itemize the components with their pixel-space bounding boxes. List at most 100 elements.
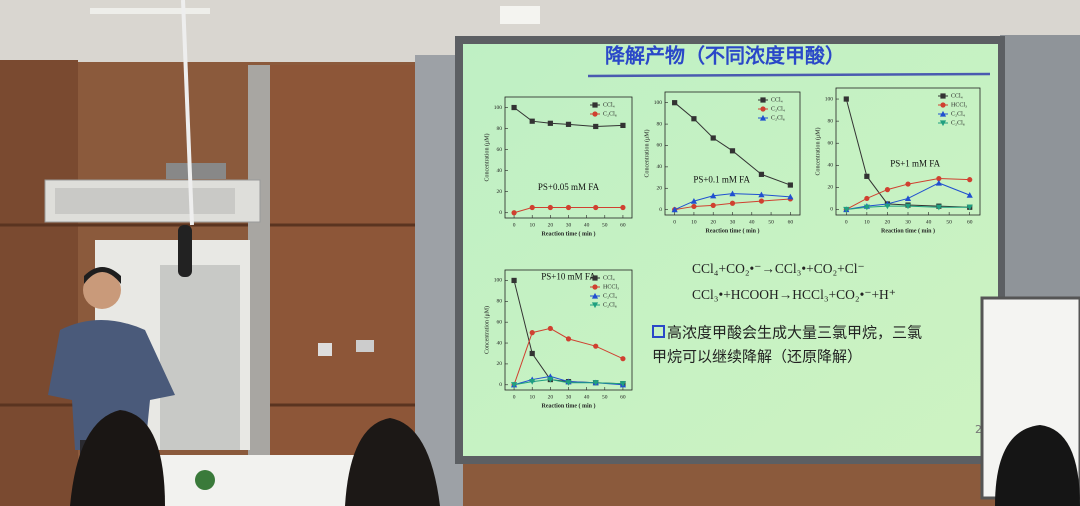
x-tick-label: 20	[710, 219, 716, 225]
series-line	[674, 193, 791, 211]
x-tick-label: 50	[602, 222, 608, 228]
data-point	[967, 177, 973, 183]
emblem	[195, 470, 215, 490]
y-tick-label: 0	[830, 207, 833, 213]
y-tick-label: 80	[828, 118, 834, 124]
series-line	[674, 198, 791, 211]
legend-marker	[591, 302, 599, 309]
x-tick-label: 20	[548, 222, 554, 228]
data-point	[565, 204, 572, 211]
data-point	[620, 204, 626, 211]
legend-marker	[940, 93, 946, 99]
x-axis-label: Reaction time ( min )	[542, 230, 596, 237]
data-point	[936, 175, 942, 182]
x-tick-label: 50	[946, 219, 952, 225]
data-point	[529, 118, 535, 124]
bullet-text: 高浓度甲酸会生成大量三氯甲烷，三氯	[667, 324, 922, 342]
display-sign	[166, 163, 226, 179]
data-point	[729, 200, 736, 206]
y-tick-label: 100	[825, 96, 834, 102]
legend-marker	[592, 111, 598, 117]
data-point	[593, 343, 599, 349]
x-tick-label: 20	[885, 219, 891, 225]
slide-title: 降解产物（不同浓度甲酸）	[605, 44, 845, 68]
x-tick-label: 30	[730, 219, 736, 225]
data-point	[904, 203, 912, 210]
data-point	[843, 206, 850, 213]
data-point	[729, 148, 736, 154]
y-tick-label: 100	[654, 100, 663, 106]
data-point	[547, 120, 553, 126]
data-point	[529, 379, 536, 385]
data-point	[547, 204, 553, 211]
lectern	[160, 455, 360, 506]
x-tick-label: 0	[513, 222, 516, 228]
x-axis-label: Reaction time ( min )	[706, 227, 760, 234]
title-rule	[587, 72, 991, 78]
legend-marker	[760, 97, 766, 103]
series-line	[845, 98, 970, 208]
data-point	[672, 100, 678, 106]
y-tick-label: 20	[828, 185, 834, 191]
x-axis-label: Reaction time ( min )	[542, 402, 596, 409]
x-tick-label: 0	[845, 219, 848, 225]
chart-annotation: PS+0.1 mM FA	[693, 175, 750, 185]
legend-marker	[940, 102, 946, 108]
presenter-head	[83, 271, 121, 309]
x-tick-label: 60	[620, 222, 626, 228]
data-point	[620, 122, 626, 129]
series-line	[846, 178, 970, 210]
legend-marker	[760, 106, 766, 112]
legend-marker	[939, 110, 947, 117]
data-point	[729, 190, 736, 197]
legend-label: C₂Cl₆	[771, 115, 785, 121]
data-point	[863, 204, 870, 211]
x-tick-label: 30	[905, 219, 911, 225]
chart-annotation: PS+1 mM FA	[890, 158, 940, 168]
data-point	[710, 202, 716, 208]
series-line	[513, 327, 624, 385]
data-point	[565, 380, 572, 386]
y-tick-label: 80	[497, 126, 503, 132]
series-line	[846, 205, 970, 210]
y-tick-label: 0	[499, 382, 502, 388]
audience-head	[345, 418, 440, 506]
x-tick-label: 10	[864, 219, 870, 225]
y-tick-label: 40	[828, 163, 834, 169]
y-tick-label: 40	[657, 164, 663, 170]
data-point	[966, 192, 973, 198]
equation: CCl₃•+HCOOH→HCCl₃+CO₂•⁻+H⁺	[692, 287, 896, 302]
data-point	[884, 203, 891, 210]
audience-head	[995, 425, 1080, 506]
x-tick-label: 60	[967, 219, 973, 225]
data-point	[690, 197, 698, 204]
x-tick-label: 60	[620, 394, 626, 400]
presenter-hair	[84, 267, 121, 284]
data-point	[593, 204, 599, 211]
data-point	[884, 187, 891, 193]
x-tick-label: 30	[566, 394, 572, 400]
air-conditioner-vent	[55, 188, 235, 214]
y-tick-label: 80	[657, 121, 663, 127]
legend-label: C₂Cl₆	[603, 302, 617, 308]
y-tick-label: 100	[494, 105, 503, 111]
series-line	[674, 102, 791, 186]
data-point	[529, 330, 535, 336]
y-tick-label: 0	[499, 210, 502, 216]
data-point	[710, 135, 716, 141]
legend-marker	[939, 120, 947, 127]
y-tick-label: 60	[657, 143, 663, 149]
x-tick-label: 30	[566, 222, 572, 228]
x-tick-label: 10	[529, 222, 535, 228]
y-axis-label: Concentration (μM)	[483, 133, 490, 181]
data-point	[904, 195, 912, 202]
data-point	[565, 336, 572, 342]
data-point	[511, 277, 517, 284]
legend-label: C₂Cl₄	[951, 111, 965, 117]
legend-label: CCl₄	[951, 93, 963, 99]
y-axis-label: Concentration (μM)	[814, 127, 821, 175]
y-tick-label: 40	[497, 340, 503, 346]
data-point	[843, 96, 849, 102]
audience-head	[70, 410, 165, 506]
